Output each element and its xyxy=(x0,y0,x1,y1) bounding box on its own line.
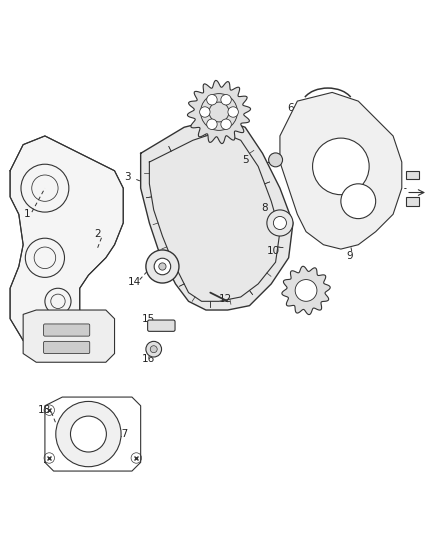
Text: 15: 15 xyxy=(142,314,155,324)
FancyBboxPatch shape xyxy=(44,341,90,353)
Text: 1: 1 xyxy=(24,209,31,219)
Circle shape xyxy=(228,107,238,117)
Text: 13: 13 xyxy=(149,270,162,280)
Circle shape xyxy=(207,94,217,105)
Text: 14: 14 xyxy=(127,277,141,287)
Text: 18: 18 xyxy=(38,405,52,415)
Circle shape xyxy=(221,94,231,105)
Circle shape xyxy=(267,210,293,236)
Polygon shape xyxy=(23,310,115,362)
FancyBboxPatch shape xyxy=(44,324,90,336)
Circle shape xyxy=(207,119,217,130)
FancyBboxPatch shape xyxy=(148,320,175,332)
Text: 8: 8 xyxy=(261,203,268,213)
Circle shape xyxy=(200,107,210,117)
Polygon shape xyxy=(10,136,123,353)
Text: 7: 7 xyxy=(388,183,394,193)
Text: 9: 9 xyxy=(346,251,353,261)
Circle shape xyxy=(273,216,286,230)
Text: 16: 16 xyxy=(142,354,155,364)
Text: 4: 4 xyxy=(207,96,214,106)
Circle shape xyxy=(154,258,171,275)
Polygon shape xyxy=(187,80,251,143)
Text: 5: 5 xyxy=(242,155,248,165)
Text: 6: 6 xyxy=(287,103,294,112)
Circle shape xyxy=(56,401,121,467)
Polygon shape xyxy=(406,171,419,180)
Circle shape xyxy=(150,346,157,353)
Polygon shape xyxy=(282,266,330,314)
Text: 11: 11 xyxy=(314,288,328,297)
Text: 3: 3 xyxy=(124,172,131,182)
Circle shape xyxy=(268,153,283,167)
Polygon shape xyxy=(141,118,293,310)
Polygon shape xyxy=(406,197,419,206)
Circle shape xyxy=(146,250,179,283)
Text: 2: 2 xyxy=(94,229,100,239)
Text: 10: 10 xyxy=(267,246,280,256)
Circle shape xyxy=(313,138,369,195)
Circle shape xyxy=(71,416,106,452)
Circle shape xyxy=(146,341,162,357)
Circle shape xyxy=(221,119,231,130)
Polygon shape xyxy=(280,92,402,249)
Text: 19: 19 xyxy=(40,336,54,346)
Circle shape xyxy=(159,263,166,270)
Text: 12: 12 xyxy=(219,294,232,304)
Circle shape xyxy=(341,184,376,219)
Text: 17: 17 xyxy=(116,429,129,439)
Circle shape xyxy=(295,279,317,301)
